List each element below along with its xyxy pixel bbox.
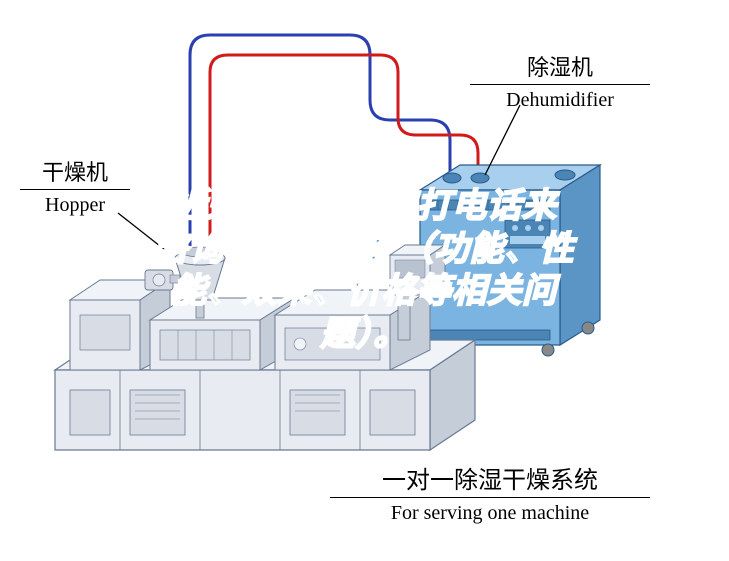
overlay-line1: 近来有许多客官打电话来 — [85, 185, 645, 228]
overlay-line3: 能、效果、价格等相关问 — [85, 270, 645, 313]
underline — [330, 497, 650, 498]
overlay-line2: 咨询除湿器的：（功能、性 — [85, 228, 645, 271]
label-dehumidifier-cn: 除湿机 — [470, 50, 650, 82]
label-system-cn: 一对一除湿干燥系统 — [330, 460, 650, 495]
label-dehumidifier-en: Dehumidifier — [470, 89, 650, 112]
underline — [470, 84, 650, 85]
overlay-line4: 题）。 — [85, 313, 645, 356]
overlay-caption: 近来有许多客官打电话来 咨询除湿器的：（功能、性 能、效果、价格等相关问 题）。 — [85, 185, 645, 355]
label-dehumidifier: 除湿机 Dehumidifier — [470, 50, 650, 112]
label-hopper-cn: 干燥机 — [20, 155, 130, 187]
label-system-en: For serving one machine — [330, 502, 650, 525]
label-system: 一对一除湿干燥系统 For serving one machine — [330, 460, 650, 525]
